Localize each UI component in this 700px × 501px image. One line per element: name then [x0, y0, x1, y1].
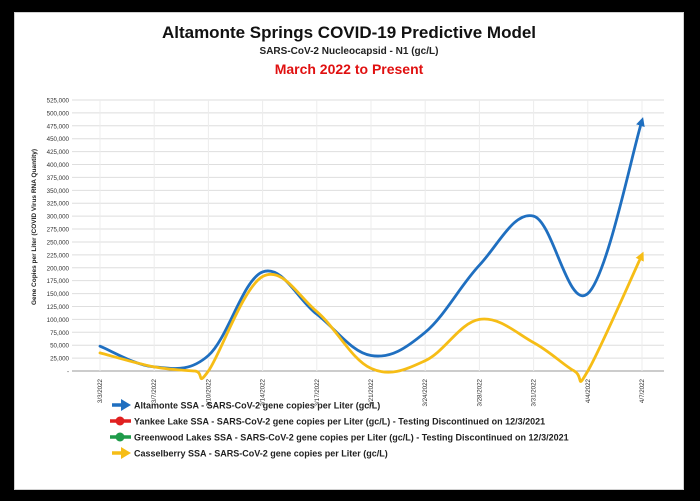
- legend: Altamonte SSA - SARS-CoV-2 gene copies p…: [110, 399, 569, 459]
- series-line-0: [98, 117, 645, 370]
- legend-label: Yankee Lake SSA - SARS-CoV-2 gene copies…: [134, 417, 545, 427]
- x-tick-label: 3/3/2022: [97, 378, 104, 403]
- y-tick-label: 350,000: [47, 188, 70, 195]
- line-chart: Altamonte Springs COVID-19 Predictive Mo…: [31, 23, 664, 459]
- x-tick-label: 3/21/2022: [368, 378, 375, 406]
- chart-title: Altamonte Springs COVID-19 Predictive Mo…: [162, 23, 536, 42]
- chart-frame: Altamonte Springs COVID-19 Predictive Mo…: [14, 12, 684, 490]
- y-tick-label: 150,000: [47, 291, 70, 298]
- x-tick-label: 3/14/2022: [260, 378, 267, 406]
- y-tick-label: -: [67, 369, 69, 376]
- x-tick-label: 4/4/2022: [585, 378, 592, 403]
- y-tick-label: 325,000: [47, 201, 70, 208]
- y-tick-label: 500,000: [47, 110, 70, 117]
- x-tick-label: 3/17/2022: [314, 378, 321, 406]
- legend-label: Casselberry SSA - SARS-CoV-2 gene copies…: [134, 449, 388, 459]
- y-axis-label: Gene Copies per Liter (COVID Virus RNA Q…: [31, 149, 38, 305]
- legend-label: Greenwood Lakes SSA - SARS-CoV-2 gene co…: [134, 433, 569, 443]
- legend-dot-icon: [115, 416, 125, 426]
- x-tick-label: 3/7/2022: [151, 378, 158, 403]
- y-tick-label: 125,000: [47, 304, 70, 311]
- y-tick-label: 50,000: [50, 343, 69, 350]
- x-tick-label: 3/24/2022: [422, 378, 429, 406]
- gridlines: [72, 99, 664, 372]
- legend-label: Altamonte SSA - SARS-CoV-2 gene copies p…: [134, 401, 380, 411]
- y-tick-label: 250,000: [47, 239, 70, 246]
- chart-date-range: March 2022 to Present: [275, 61, 424, 77]
- y-tick-label: 75,000: [50, 330, 69, 337]
- legend-arrow-icon: [121, 447, 131, 459]
- x-axis-ticks: 3/3/2022 3/7/2022 3/10/2022 3/14/2022 3/17/2…: [97, 378, 646, 406]
- y-tick-label: 525,000: [47, 98, 70, 105]
- x-tick-label: 4/7/2022: [639, 378, 646, 403]
- x-tick-label: 3/31/2022: [531, 378, 538, 406]
- series-line-1: [98, 251, 644, 383]
- y-tick-label: 275,000: [47, 227, 70, 234]
- y-tick-label: 25,000: [50, 356, 69, 363]
- legend-dot-icon: [115, 432, 125, 442]
- series-lines: [98, 117, 645, 383]
- y-tick-label: 200,000: [47, 265, 70, 272]
- chart-subtitle: SARS-CoV-2 Nucleocapsid - N1 (gc/L): [260, 46, 439, 57]
- x-tick-label: 3/28/2022: [476, 378, 483, 406]
- x-tick-label: 3/10/2022: [205, 378, 212, 406]
- y-tick-label: 300,000: [47, 214, 70, 221]
- y-tick-label: 225,000: [47, 252, 70, 259]
- y-axis-ticks: - 25,000 50,000 75,000 100,000 125,000 150,000…: [47, 98, 70, 376]
- y-tick-label: 100,000: [47, 317, 70, 324]
- y-tick-label: 450,000: [47, 136, 70, 143]
- y-tick-label: 175,000: [47, 278, 70, 285]
- y-tick-label: 425,000: [47, 149, 70, 156]
- y-tick-label: 375,000: [47, 175, 70, 182]
- y-tick-label: 400,000: [47, 162, 70, 169]
- y-tick-label: 475,000: [47, 123, 70, 130]
- legend-arrow-icon: [121, 399, 131, 411]
